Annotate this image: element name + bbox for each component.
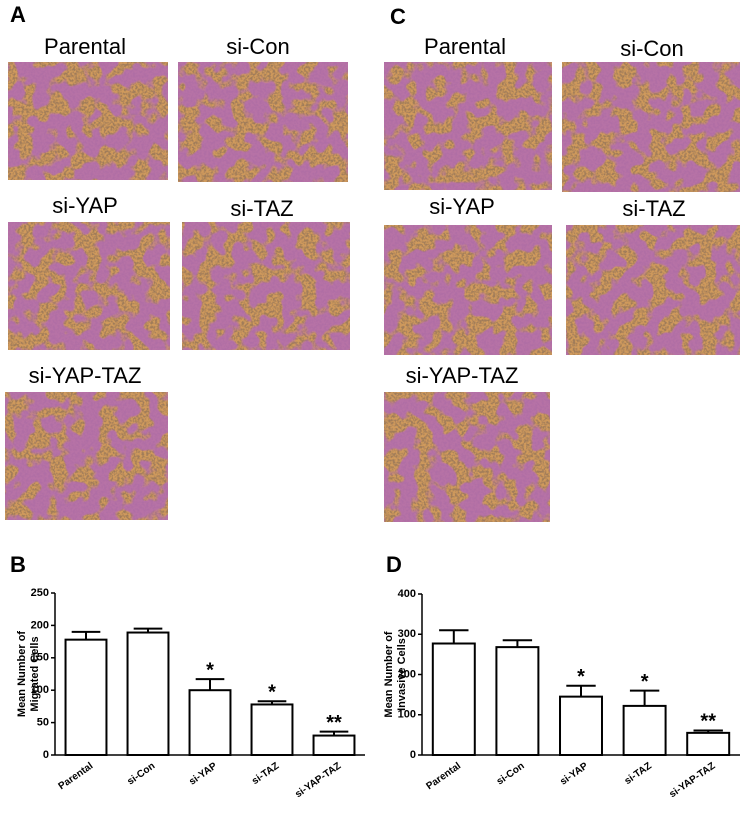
panel-label: D — [386, 552, 402, 577]
micrograph-cells — [178, 62, 348, 182]
micrograph-cells — [562, 62, 740, 192]
micrograph-cells — [384, 225, 552, 355]
bar — [559, 695, 603, 757]
significance: * — [206, 659, 214, 681]
panel-label: C — [390, 4, 406, 29]
micrograph-cells — [8, 222, 170, 350]
image-title: si-YAP-TAZ — [29, 363, 142, 388]
bar — [622, 704, 667, 757]
y-tick-label: 50 — [37, 717, 49, 729]
micrograph — [8, 222, 170, 350]
micrograph — [178, 62, 348, 182]
y-tick-label: 100 — [398, 709, 416, 721]
y-axis-label: Mean Number of — [16, 631, 28, 718]
x-tick-label: si-YAP — [558, 760, 590, 787]
image-title: si-Con — [226, 34, 290, 59]
y-tick-label: 300 — [398, 628, 416, 640]
image-title: Parental — [424, 34, 506, 59]
significance: ** — [326, 712, 342, 734]
y-tick-label: 200 — [31, 619, 49, 631]
bar — [188, 689, 232, 757]
y-axis-label: Migrated Cells — [29, 636, 41, 711]
micrograph — [5, 392, 168, 520]
x-tick-label: si-Con — [495, 761, 527, 788]
y-axis-label: Mean Number of — [383, 631, 395, 718]
bar — [126, 631, 170, 757]
x-tick-label: si-Con — [125, 761, 157, 788]
significance: * — [268, 681, 276, 703]
bar — [312, 734, 356, 756]
micrograph — [384, 225, 552, 355]
y-axis-label: Invasive Cells — [396, 638, 408, 711]
bar — [64, 638, 108, 757]
micrograph-cells — [384, 62, 552, 190]
x-tick-label: si-YAP-TAZ — [667, 761, 717, 801]
y-tick-label: 150 — [31, 652, 49, 664]
x-tick-label: si-YAP-TAZ — [293, 761, 343, 801]
micrograph-cells — [182, 222, 350, 350]
micrograph — [182, 222, 350, 350]
micrograph — [562, 62, 740, 192]
micrograph — [384, 392, 550, 522]
micrograph-cells — [5, 392, 168, 520]
image-title: si-YAP — [52, 193, 118, 218]
micrograph-cells — [566, 225, 740, 355]
image-title: si-YAP-TAZ — [406, 363, 519, 388]
bar — [250, 703, 294, 756]
y-tick-label: 200 — [398, 668, 416, 680]
x-tick-label: Parental — [424, 760, 463, 792]
micrograph — [566, 225, 740, 355]
x-tick-label: si-YAP — [187, 760, 219, 787]
x-tick-label: Parental — [57, 760, 96, 792]
significance: * — [641, 671, 649, 693]
significance: ** — [700, 711, 716, 733]
bar — [686, 731, 731, 756]
y-tick-label: 100 — [31, 684, 49, 696]
x-tick-label: si-TAZ — [623, 761, 654, 787]
image-title: Parental — [44, 34, 126, 59]
micrograph — [8, 62, 168, 180]
x-tick-label: si-TAZ — [250, 761, 281, 787]
bar — [431, 642, 476, 757]
y-tick-label: 0 — [43, 749, 49, 761]
panel-label: B — [10, 552, 26, 577]
image-title: si-TAZ — [622, 196, 685, 221]
y-tick-label: 0 — [410, 749, 416, 761]
bar — [495, 646, 540, 757]
significance: * — [577, 666, 585, 688]
micrograph — [384, 62, 552, 190]
image-title: si-YAP — [429, 194, 495, 219]
image-title: si-Con — [620, 36, 684, 61]
y-tick-label: 400 — [398, 588, 416, 600]
panel-label: A — [10, 2, 26, 27]
micrograph-cells — [8, 62, 168, 180]
y-tick-label: 250 — [31, 587, 49, 599]
micrograph-cells — [384, 392, 550, 522]
image-title: si-TAZ — [230, 196, 293, 221]
